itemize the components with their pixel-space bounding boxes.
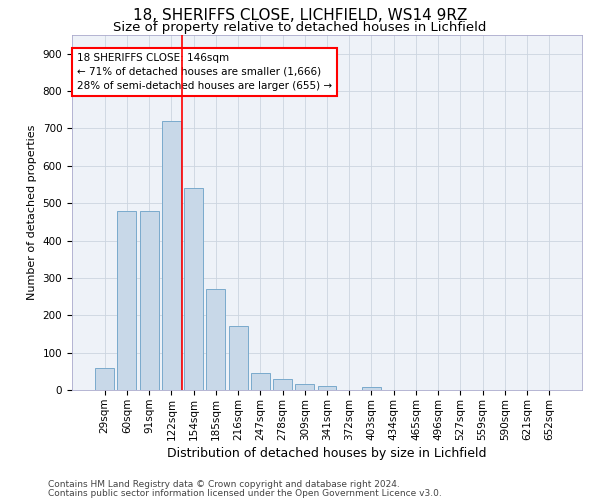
Bar: [206, 289, 225, 390]
Bar: [184, 188, 203, 390]
Bar: [317, 386, 337, 390]
Bar: [295, 384, 314, 390]
X-axis label: Distribution of detached houses by size in Lichfield: Distribution of detached houses by size …: [167, 446, 487, 460]
Text: Contains HM Land Registry data © Crown copyright and database right 2024.: Contains HM Land Registry data © Crown c…: [48, 480, 400, 489]
Bar: [273, 379, 292, 390]
Text: 18, SHERIFFS CLOSE, LICHFIELD, WS14 9RZ: 18, SHERIFFS CLOSE, LICHFIELD, WS14 9RZ: [133, 8, 467, 22]
Text: 18 SHERIFFS CLOSE: 146sqm
← 71% of detached houses are smaller (1,666)
28% of se: 18 SHERIFFS CLOSE: 146sqm ← 71% of detac…: [77, 52, 332, 91]
Bar: [362, 387, 381, 390]
Bar: [118, 210, 136, 390]
Bar: [229, 326, 248, 390]
Bar: [95, 368, 114, 390]
Y-axis label: Number of detached properties: Number of detached properties: [27, 125, 37, 300]
Bar: [140, 210, 158, 390]
Text: Contains public sector information licensed under the Open Government Licence v3: Contains public sector information licen…: [48, 488, 442, 498]
Text: Size of property relative to detached houses in Lichfield: Size of property relative to detached ho…: [113, 21, 487, 34]
Bar: [162, 121, 181, 390]
Bar: [251, 373, 270, 390]
